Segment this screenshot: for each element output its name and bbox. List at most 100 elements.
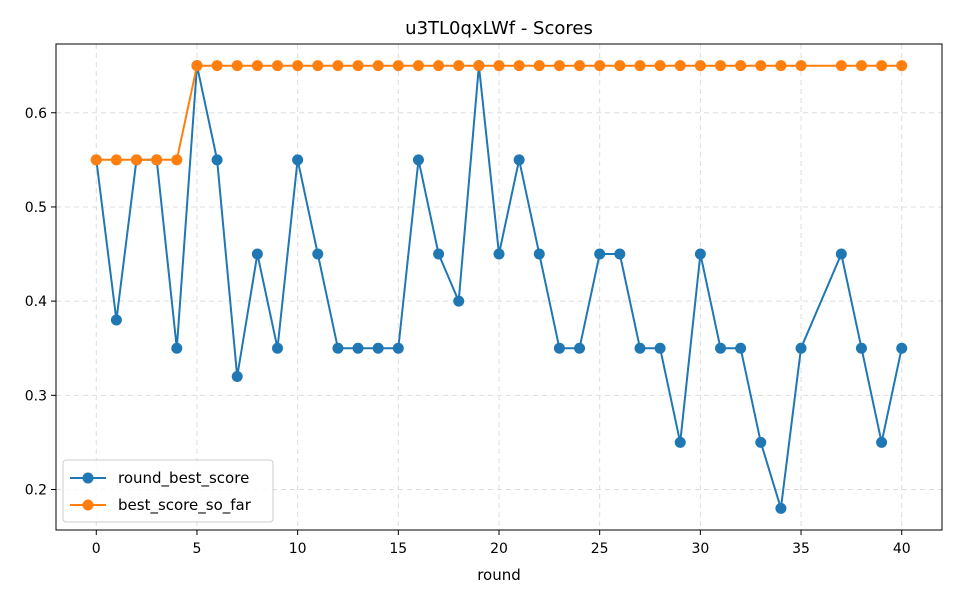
data-point-best-score-so-far xyxy=(855,60,867,72)
x-tick-label: 15 xyxy=(389,541,407,557)
y-tick-label: 0.3 xyxy=(25,388,47,404)
data-point-best-score-so-far xyxy=(433,60,445,72)
data-point-best-score-so-far xyxy=(594,60,606,72)
data-point-round-best-score xyxy=(553,342,565,354)
data-point-round-best-score xyxy=(110,314,122,326)
data-point-best-score-so-far xyxy=(352,60,364,72)
data-point-best-score-so-far xyxy=(735,60,747,72)
data-point-best-score-so-far xyxy=(312,60,324,72)
data-point-round-best-score xyxy=(211,154,223,166)
data-point-best-score-so-far xyxy=(755,60,767,72)
data-point-best-score-so-far xyxy=(715,60,726,72)
data-point-round-best-score xyxy=(835,248,847,260)
x-tick-label: 40 xyxy=(893,541,911,557)
data-point-round-best-score xyxy=(715,342,726,354)
series-line-round-best-score xyxy=(95,64,903,510)
x-tick-label: 30 xyxy=(691,541,709,557)
data-point-round-best-score xyxy=(795,342,807,354)
y-tick-label: 0.5 xyxy=(25,200,47,216)
legend-box xyxy=(62,459,274,523)
y-tick-label: 0.2 xyxy=(25,483,47,499)
data-point-round-best-score xyxy=(896,342,908,354)
data-point-round-best-score xyxy=(634,342,646,354)
data-point-best-score-so-far xyxy=(211,60,223,72)
data-point-best-score-so-far xyxy=(171,154,183,166)
data-point-round-best-score xyxy=(574,342,586,354)
data-point-round-best-score xyxy=(272,342,283,354)
x-tick-label: 25 xyxy=(591,541,609,557)
data-point-best-score-so-far xyxy=(412,60,424,72)
data-point-best-score-so-far xyxy=(473,60,485,72)
data-point-round-best-score xyxy=(654,342,666,354)
data-point-best-score-so-far xyxy=(614,60,626,72)
x-tick-label: 5 xyxy=(192,541,201,557)
data-point-best-score-so-far xyxy=(654,60,666,72)
data-point-round-best-score xyxy=(493,248,505,260)
grid-layer xyxy=(56,44,942,530)
data-point-best-score-so-far xyxy=(634,60,646,72)
data-point-best-score-so-far xyxy=(191,60,203,72)
data-point-round-best-score xyxy=(332,342,344,354)
chart-title: u3TL0qxLWf - Scores xyxy=(405,18,593,39)
data-point-best-score-so-far xyxy=(574,60,586,72)
data-point-round-best-score xyxy=(614,248,626,260)
legend-marker-best-score-so-far xyxy=(82,499,94,511)
data-point-round-best-score xyxy=(674,436,686,448)
data-point-round-best-score xyxy=(755,436,767,448)
data-point-best-score-so-far xyxy=(151,154,163,166)
data-point-round-best-score xyxy=(251,248,263,260)
data-point-best-score-so-far xyxy=(372,60,384,72)
data-point-round-best-score xyxy=(855,342,867,354)
x-axis-label: round xyxy=(477,566,521,584)
data-point-round-best-score xyxy=(312,248,324,260)
series-line-best-score-so-far xyxy=(96,64,902,161)
data-point-round-best-score xyxy=(775,502,787,514)
data-point-best-score-so-far xyxy=(795,60,807,72)
tick-layer: 0 5 10 15 20 25 30 35 40 0.2 0.3 0.4 0.5 0.6 xyxy=(25,106,911,557)
data-point-best-score-so-far xyxy=(392,60,404,72)
legend-marker-round-best-score xyxy=(82,472,94,484)
data-point-round-best-score xyxy=(412,154,424,166)
legend-label-best-score-so-far: best_score_so_far xyxy=(118,496,252,515)
data-point-round-best-score xyxy=(171,342,183,354)
data-point-round-best-score xyxy=(372,342,384,354)
data-point-best-score-so-far xyxy=(513,60,525,72)
data-point-round-best-score xyxy=(533,248,545,260)
data-point-round-best-score xyxy=(694,248,706,260)
data-point-best-score-so-far xyxy=(231,60,243,72)
data-point-round-best-score xyxy=(231,370,243,382)
series-layer xyxy=(90,60,908,514)
data-point-round-best-score xyxy=(352,342,364,354)
data-point-round-best-score xyxy=(453,295,465,307)
data-point-best-score-so-far xyxy=(453,60,465,72)
data-point-best-score-so-far xyxy=(674,60,686,72)
data-point-best-score-so-far xyxy=(896,60,908,72)
y-tick-label: 0.4 xyxy=(25,294,47,310)
data-point-best-score-so-far xyxy=(110,154,122,166)
data-point-round-best-score xyxy=(594,248,606,260)
data-point-best-score-so-far xyxy=(775,60,787,72)
legend: round_best_score best_score_so_far xyxy=(62,459,274,523)
data-point-round-best-score xyxy=(876,436,888,448)
data-point-best-score-so-far xyxy=(553,60,565,72)
data-point-round-best-score xyxy=(513,154,525,166)
legend-label-round-best-score: round_best_score xyxy=(118,469,249,488)
data-point-best-score-so-far xyxy=(90,154,102,166)
y-tick-label: 0.6 xyxy=(25,106,47,122)
x-tick-label: 10 xyxy=(289,541,307,557)
data-point-round-best-score xyxy=(433,248,445,260)
data-point-best-score-so-far xyxy=(251,60,263,72)
x-tick-label: 0 xyxy=(92,541,101,557)
data-point-best-score-so-far xyxy=(835,60,847,72)
x-tick-label: 35 xyxy=(792,541,810,557)
data-point-round-best-score xyxy=(392,342,404,354)
data-point-best-score-so-far xyxy=(332,60,344,72)
data-point-best-score-so-far xyxy=(272,60,283,72)
data-point-best-score-so-far xyxy=(131,154,143,166)
data-point-best-score-so-far xyxy=(694,60,706,72)
x-tick-label: 20 xyxy=(490,541,508,557)
data-point-best-score-so-far xyxy=(493,60,505,72)
data-point-round-best-score xyxy=(735,342,747,354)
data-point-round-best-score xyxy=(292,154,304,166)
